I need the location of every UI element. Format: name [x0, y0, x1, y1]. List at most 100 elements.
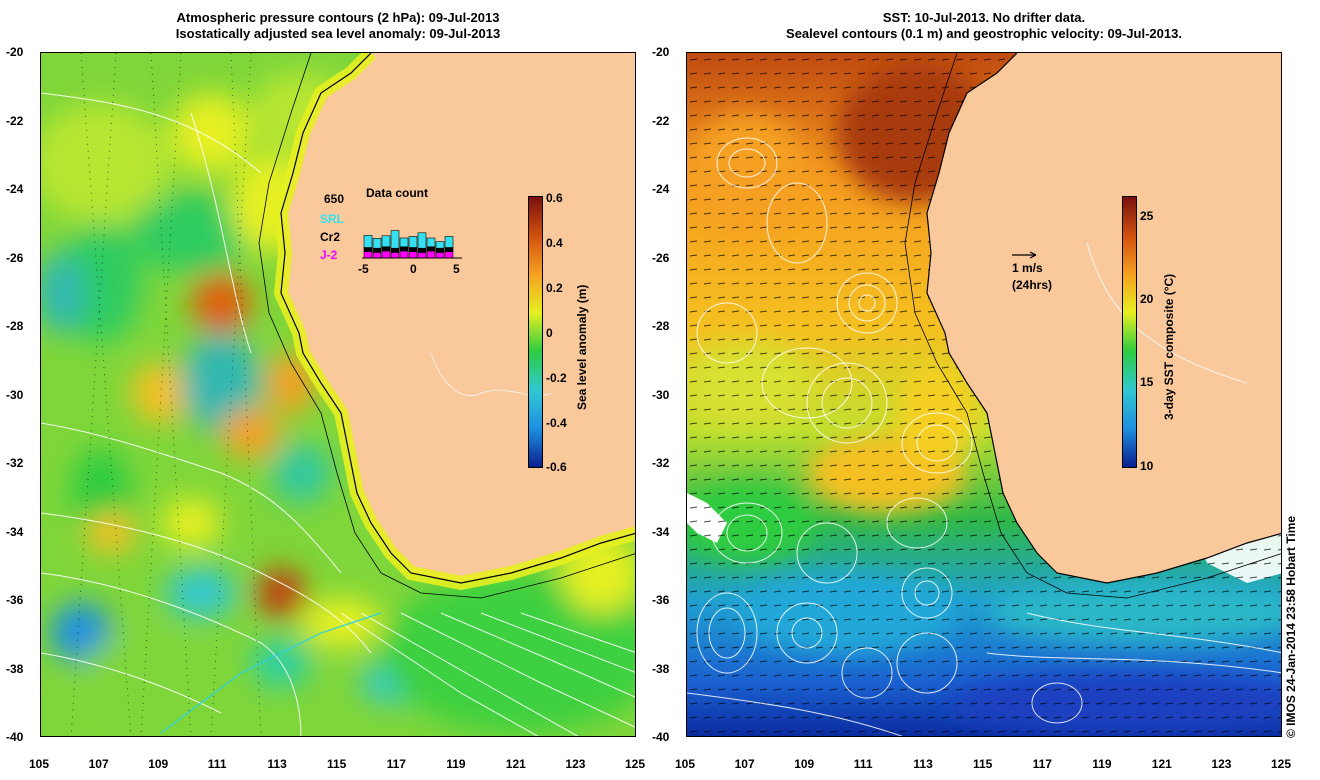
histogram-bar-srl	[426, 237, 436, 248]
data-count-inset: Data count 650 SRL Cr2 J-2 -5 0 5	[318, 186, 468, 280]
right-lat-tick: -40	[652, 730, 670, 744]
left-lat-tick: -40	[6, 730, 24, 744]
left-lon-tick: 125	[625, 757, 646, 771]
histogram-bar-j2	[372, 252, 382, 259]
right-lon-tick: 115	[973, 757, 993, 771]
left-title: Atmospheric pressure contours (2 hPa): 0…	[40, 10, 636, 42]
left-lon-tick: 113	[267, 757, 287, 771]
data-count-xtick-0: 0	[410, 262, 417, 276]
left-lon-tick: 123	[565, 757, 586, 771]
histogram-bar-cr2	[372, 247, 382, 253]
right-lat-tick: -32	[652, 456, 670, 470]
sea-level-cbar-tick: -0.2	[546, 371, 567, 385]
left-lat-tick: -28	[6, 319, 24, 333]
histogram-bar-srl	[372, 237, 382, 249]
right-lat-tick: -36	[652, 593, 670, 607]
histogram-bar-j2	[381, 250, 391, 259]
histogram-bar-cr2	[363, 247, 373, 252]
sst-cbar-tick: 20	[1140, 292, 1154, 306]
left-lat-tick: -26	[6, 250, 24, 265]
right-lat-tick: -24	[652, 182, 670, 196]
histogram-bar-srl	[399, 237, 409, 248]
right-lat-tick: -22	[652, 113, 670, 128]
right-title: SST: 10-Jul-2013. No drifter data. Seale…	[686, 10, 1282, 42]
histogram-bar-cr2	[408, 247, 418, 252]
left-lat-tick: -34	[6, 524, 24, 539]
left-lon-tick: 115	[327, 757, 347, 771]
right-lon-tick: 123	[1211, 757, 1232, 771]
right-lat-tick: -38	[652, 661, 670, 676]
right-lat-tick: -30	[652, 387, 670, 402]
right-lon-tick: 119	[1092, 757, 1112, 771]
histogram-bar-srl	[363, 235, 373, 248]
left-lat-tick: -20	[6, 45, 24, 59]
histogram-bar-cr2	[381, 246, 391, 252]
histogram-bar-srl	[444, 236, 454, 248]
histogram-bar-j2	[426, 250, 436, 259]
right-lon-tick: 125	[1271, 757, 1292, 771]
left-lon-tick: 109	[148, 757, 169, 771]
data-count-histogram	[362, 230, 462, 259]
sst-cbar-label: 3-day SST composite (°C)	[1162, 273, 1176, 420]
left-lat-tick: -36	[6, 593, 24, 607]
histogram-bar-j2	[417, 252, 427, 259]
left-lon-tick: 119	[446, 757, 466, 771]
histogram-bar-cr2	[444, 247, 454, 252]
right-lon-tick: 121	[1151, 757, 1172, 771]
right-lat-tick: -26	[652, 250, 670, 265]
histogram-bar-srl	[381, 235, 391, 248]
left-lon-tick: 105	[29, 757, 50, 771]
sea-level-colorbar	[528, 196, 543, 468]
data-count-title: Data count	[366, 186, 429, 200]
velocity-scale-arrow	[1012, 251, 1037, 259]
sst-map	[686, 52, 1282, 737]
velocity-scale-sublabel: (24hrs)	[1012, 278, 1053, 292]
sea-level-cbar-tick: -0.6	[546, 460, 567, 474]
sst-cbar-tick: 25	[1140, 209, 1154, 223]
satellite-label-srl: SRL	[320, 212, 344, 226]
left-lon-tick: 121	[505, 757, 526, 771]
sst-cbar-tick: 15	[1140, 375, 1154, 389]
left-lat-tick: -22	[6, 113, 24, 128]
histogram-bar-j2	[399, 250, 409, 259]
histogram-bar-cr2	[435, 247, 445, 253]
left-lat-tick: -38	[6, 661, 24, 676]
histogram-bar-j2	[408, 251, 418, 259]
right-lon-tick: 109	[794, 757, 815, 771]
data-count-xtick-neg5: -5	[358, 262, 369, 276]
histogram-bar-cr2	[426, 246, 436, 252]
right-lat-tick: -34	[652, 524, 670, 539]
copyright-credit: © IMOS 24-Jan-2014 23:58 Hobart Time	[1284, 515, 1298, 738]
sst-cbar-tick: 10	[1140, 459, 1154, 473]
histogram-bar-srl	[390, 230, 400, 249]
right-lat-tick: -28	[652, 319, 670, 333]
histogram-bar-srl	[435, 241, 445, 249]
histogram-bar-j2	[435, 252, 445, 259]
histogram-bar-cr2	[417, 247, 427, 253]
left-lon-tick: 117	[386, 757, 406, 771]
sea-level-cbar-tick: -0.4	[546, 416, 567, 430]
histogram-bar-j2	[363, 251, 373, 259]
histogram-bar-cr2	[390, 247, 400, 253]
right-lon-tick: 111	[853, 757, 873, 771]
histogram-bar-srl	[417, 232, 427, 249]
right-title-line1: SST: 10-Jul-2013. No drifter data.	[882, 10, 1086, 25]
sea-level-cbar-tick: 0.2	[546, 281, 563, 295]
satellite-label-j2: J-2	[320, 248, 338, 262]
right-title-line2: Sealevel contours (0.1 m) and geostrophi…	[786, 26, 1182, 41]
histogram-bar-j2	[444, 251, 454, 259]
data-count-max-label: 650	[324, 192, 345, 206]
right-lat-tick: -20	[652, 45, 670, 59]
sea-level-cbar-tick: 0	[546, 326, 553, 340]
right-lon-tick: 113	[913, 757, 933, 771]
left-title-line1: Atmospheric pressure contours (2 hPa): 0…	[176, 10, 500, 25]
sea-level-cbar-label: Sea level anomaly (m)	[575, 284, 589, 410]
satellite-label-cr2: Cr2	[320, 230, 341, 244]
right-lon-tick: 105	[675, 757, 696, 771]
right-lon-tick: 107	[734, 757, 755, 771]
histogram-bar-srl	[408, 236, 418, 248]
histogram-bar-j2	[390, 252, 400, 259]
left-lon-tick: 111	[207, 757, 227, 771]
sst-colorbar	[1122, 196, 1137, 468]
sea-level-anomaly-map	[40, 52, 636, 737]
